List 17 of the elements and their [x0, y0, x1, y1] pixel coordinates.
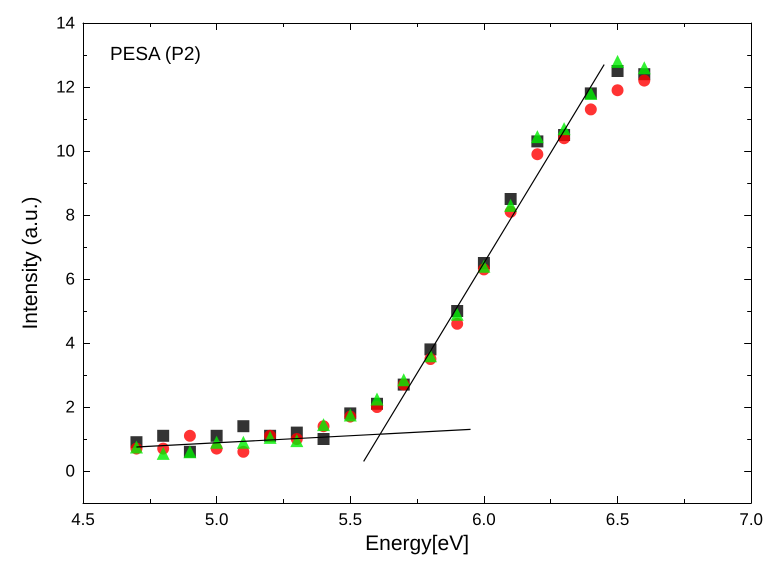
x-tick-label: 6.0 [472, 510, 496, 529]
y-axis-title: Intensity (a.u.) [19, 196, 42, 330]
y-tick-label: 0 [66, 462, 75, 480]
y-tick-label: 12 [56, 78, 75, 96]
y-tick-label: 6 [66, 270, 75, 288]
y-tick-label: 4 [66, 334, 75, 352]
x-tick-label: 6.5 [606, 510, 630, 529]
x-axis-title: Energy[eV] [365, 532, 470, 555]
y-tick-label: 8 [66, 206, 75, 224]
x-tick-label: 4.5 [71, 510, 95, 529]
y-tick-label: 2 [66, 398, 75, 416]
y-tick-label: 10 [56, 142, 75, 160]
x-tick-label: 5.5 [338, 510, 362, 529]
y-tick-label: 14 [56, 14, 75, 32]
x-tick-label: 5.0 [204, 510, 228, 529]
x-tick-label: 7.0 [739, 510, 764, 529]
annotation: PESA (P2) [110, 44, 201, 65]
